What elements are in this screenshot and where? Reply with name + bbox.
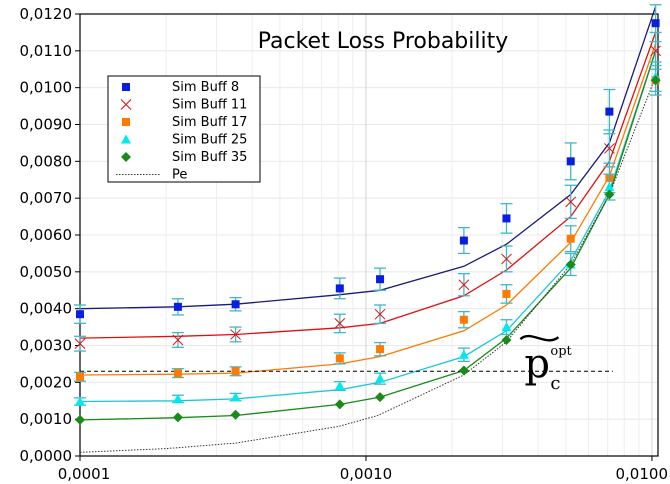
y-tick-label: 0,0010 (20, 410, 73, 428)
data-points (74, 4, 662, 425)
data-point (172, 412, 183, 423)
y-tick-label: 0,0080 (20, 152, 73, 170)
fit-line (79, 50, 657, 403)
x-tick-label: 0,0100 (616, 465, 669, 483)
data-point (376, 275, 385, 284)
data-point (230, 409, 241, 420)
axes: 0,0000 0,0010 0,0020 0,0030 0,0040 0,0050 0,00… (20, 5, 669, 483)
legend-label: Sim Buff 25 (172, 133, 247, 148)
annotation: p c opt (519, 334, 573, 394)
legend: Sim Buff 8 Sim Buff 11 Sim Buff 17 Sim Buff… (107, 75, 261, 183)
y-tick-label: 0,0050 (20, 263, 73, 281)
data-point (566, 157, 575, 166)
y-tick-label: 0,0100 (20, 79, 73, 97)
data-point (459, 236, 468, 245)
data-point (75, 396, 85, 406)
fit-line (79, 76, 657, 453)
fit-line (79, 6, 657, 310)
fit-lines (79, 6, 657, 453)
data-point (604, 189, 615, 200)
data-point (604, 182, 615, 192)
data-point (651, 19, 660, 28)
y-tick-label: 0,0090 (20, 116, 73, 134)
data-point (173, 369, 182, 378)
data-point (376, 345, 385, 354)
data-point (458, 349, 469, 359)
y-tick-label: 0,0030 (20, 337, 73, 355)
plot-frame (79, 13, 659, 457)
data-point (334, 381, 345, 391)
legend-label: Sim Buff 17 (172, 115, 247, 130)
data-point (334, 399, 345, 410)
data-point (74, 338, 86, 350)
data-point (172, 393, 183, 403)
chart-title: Packet Loss Probability (258, 29, 509, 54)
data-point (375, 373, 386, 383)
data-point (565, 259, 576, 270)
data-point (502, 289, 511, 298)
legend-box (107, 75, 261, 183)
legend-label: Pe (172, 168, 187, 183)
data-point (375, 392, 386, 403)
data-point (566, 234, 575, 243)
data-point (120, 99, 132, 110)
data-point (122, 118, 130, 126)
fit-line (79, 50, 657, 421)
legend-label: Sim Buff 35 (172, 150, 247, 165)
legend-label: Sim Buff 11 (172, 98, 247, 113)
data-point (121, 152, 131, 162)
data-point (230, 392, 241, 402)
data-point (501, 334, 512, 345)
y-tick-label: 0,0060 (20, 226, 73, 244)
x-tick-label: 0,0001 (58, 465, 111, 483)
data-point (75, 414, 85, 425)
data-point (335, 354, 344, 363)
data-point (173, 302, 182, 311)
data-point (231, 367, 240, 376)
y-tick-label: 0,0040 (20, 300, 73, 318)
data-point (501, 322, 512, 332)
annotation-base: p (524, 341, 550, 387)
data-point (458, 365, 469, 376)
y-tick-label: 0,0000 (20, 447, 73, 465)
data-point (231, 300, 240, 309)
data-point (650, 45, 661, 57)
data-point (458, 279, 470, 291)
data-point (230, 329, 241, 340)
data-point (604, 143, 615, 154)
annotation-subscript: c (550, 373, 560, 394)
y-tick-label: 0,0070 (20, 189, 73, 207)
annotation-superscript: opt (550, 344, 572, 359)
data-point (565, 196, 577, 208)
data-point (335, 284, 344, 293)
data-point (502, 214, 511, 223)
y-tick-label: 0,0120 (20, 5, 73, 23)
legend-label: Sim Buff 8 (172, 80, 239, 95)
data-point (459, 315, 468, 324)
data-point (122, 83, 130, 91)
data-point (501, 253, 512, 265)
y-tick-label: 0,0020 (20, 373, 73, 391)
y-tick-label: 0,0110 (20, 42, 73, 60)
data-point (172, 334, 184, 346)
data-point (374, 308, 386, 320)
data-point (76, 372, 84, 381)
data-point (76, 310, 84, 319)
fit-line (79, 43, 657, 376)
fit-line (79, 32, 657, 339)
data-point (605, 107, 614, 116)
data-point (121, 134, 131, 144)
annotation-tilde (519, 334, 560, 342)
x-tick-label: 0,0010 (340, 465, 393, 483)
data-point (334, 318, 346, 329)
data-point (650, 75, 661, 86)
